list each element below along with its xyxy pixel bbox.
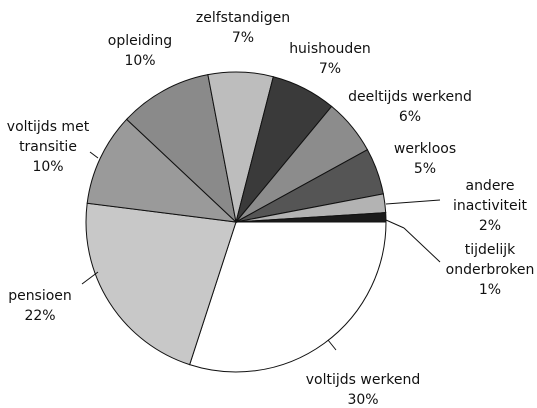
category-label: opleiding (107, 33, 173, 49)
slice-label: andere inactiviteit 2% (440, 176, 537, 236)
slice-label: tijdelijk onderbroken 1% (440, 240, 537, 300)
category-label: pensioen (8, 288, 72, 304)
leader-line (385, 219, 405, 229)
value-label: 7% (318, 61, 342, 77)
leader-line (327, 339, 337, 351)
category-label: voltijds met transitie (6, 119, 90, 155)
slice-label: voltijds werkend 30% (288, 370, 438, 408)
value-label: 22% (24, 308, 56, 324)
value-label: 2% (478, 218, 502, 234)
value-label: 6% (398, 109, 422, 125)
leader-line (385, 199, 441, 205)
value-label: 1% (478, 282, 502, 298)
category-label: tijdelijk onderbroken (445, 242, 535, 278)
category-label: zelfstandigen (195, 10, 291, 26)
category-label: voltijds werkend (305, 372, 421, 388)
value-label: 5% (413, 161, 437, 177)
pie-slice (85, 202, 237, 366)
pie-slice (125, 74, 237, 224)
value-label: 7% (231, 30, 255, 46)
category-label: huishouden (289, 41, 371, 57)
slice-label: zelfstandigen 7% (183, 8, 303, 48)
slice-label: voltijds met transitie 10% (0, 117, 98, 177)
slice-label: opleiding 10% (90, 31, 190, 71)
leader-lines (81, 151, 441, 351)
category-label: deeltijds werkend (348, 89, 472, 105)
pie-slice (189, 221, 387, 373)
pie-slice (235, 212, 387, 223)
leader-line (81, 271, 99, 285)
slice-label: werkloos 5% (380, 139, 470, 179)
leader-line (403, 227, 441, 263)
leader-line (89, 151, 99, 159)
slice-label: pensioen 22% (0, 286, 85, 326)
value-label: 30% (347, 392, 379, 408)
slice-label: deeltijds werkend 6% (335, 87, 485, 127)
slice-label: huishouden 7% (275, 39, 385, 79)
value-label: 10% (32, 159, 64, 175)
category-label: werkloos (393, 141, 457, 157)
value-label: 10% (124, 53, 156, 69)
pie-slice (86, 118, 238, 223)
category-label: andere inactiviteit (452, 178, 528, 214)
